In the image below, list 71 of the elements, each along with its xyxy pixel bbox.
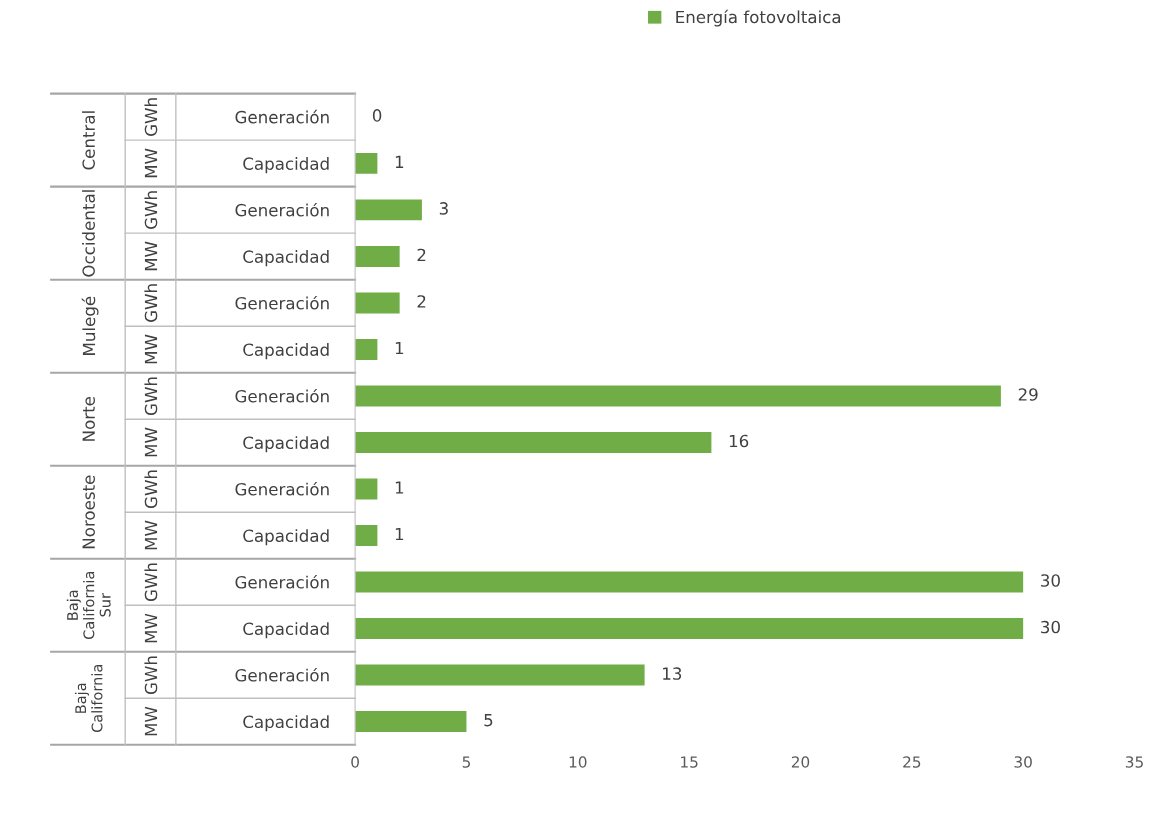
- data-label: 30: [1041, 574, 1060, 587]
- text: GWh: [144, 284, 158, 322]
- y-tick-label: Capacidad: [243, 622, 329, 639]
- y-tick-label: Generación: [235, 202, 329, 217]
- y-tick-label: Capacidad: [243, 250, 329, 267]
- text: MW: [144, 520, 158, 550]
- data-label: 13: [663, 667, 682, 680]
- text: Noroeste: [82, 475, 95, 549]
- text: MW: [144, 706, 158, 736]
- text: Occidental: [82, 190, 95, 277]
- x-tick-label: 30: [1014, 756, 1032, 768]
- x-tick-label: 15: [681, 756, 698, 768]
- y-tick-label: Capacidad: [243, 157, 329, 174]
- x-tick-label: 0: [351, 756, 359, 768]
- data-label: 5: [484, 714, 493, 727]
- data-label: 30: [1041, 620, 1060, 634]
- text: GWh: [144, 377, 158, 415]
- bar: [355, 525, 378, 546]
- bar: [355, 711, 467, 733]
- y-tick-label: Generación: [235, 295, 329, 310]
- x-tick-label: 10: [569, 756, 587, 768]
- data-label: 1: [395, 527, 404, 541]
- y-tick-label: Capacidad: [243, 529, 329, 546]
- x-tick-label: 25: [903, 756, 921, 768]
- y-tick-label: Capacidad: [243, 343, 329, 360]
- y-tick-label: Generación: [235, 575, 329, 589]
- y-tick-label: Generación: [235, 668, 329, 682]
- bar: [355, 571, 1024, 593]
- bar: [355, 385, 1001, 407]
- bar: [355, 199, 422, 221]
- y-tick-label: Capacidad: [243, 715, 329, 732]
- bar: [355, 664, 645, 686]
- bar: [355, 432, 712, 453]
- y-tick-label: Generación: [235, 109, 329, 124]
- data-label: 29: [1018, 388, 1038, 401]
- data-label: 2: [417, 248, 426, 262]
- bar: [355, 478, 378, 500]
- x-tick-label: 35: [1125, 756, 1143, 768]
- bar: [355, 292, 400, 314]
- text: GWh: [144, 470, 158, 509]
- y-tick-label: Capacidad: [243, 436, 329, 453]
- bar: [355, 618, 1024, 639]
- legend-label: Energía fotovoltaica: [676, 9, 841, 27]
- text: GWh: [144, 563, 158, 602]
- data-label: 1: [395, 155, 404, 168]
- text: MW: [144, 148, 158, 178]
- bar: [355, 338, 378, 360]
- text: GWh: [144, 656, 158, 695]
- text: GWh: [144, 191, 158, 229]
- data-label: 16: [729, 434, 749, 448]
- text: MW: [144, 613, 158, 643]
- text: MW: [144, 334, 158, 364]
- y-tick-label: Generación: [235, 481, 329, 496]
- text: Baja California: [74, 664, 103, 733]
- data-label: 2: [417, 295, 426, 308]
- data-label: 3: [439, 202, 448, 215]
- bar: [355, 245, 400, 267]
- data-label: 1: [395, 341, 404, 355]
- text: MW: [144, 427, 158, 457]
- x-tick-label: 20: [791, 756, 810, 768]
- text: Mulegé: [81, 296, 99, 355]
- data-label: 0: [372, 109, 382, 122]
- text: Baja California Sur: [66, 571, 111, 640]
- data-label: 1: [395, 481, 404, 494]
- text: Norte: [82, 396, 95, 441]
- text: GWh: [144, 98, 158, 136]
- y-tick-label: Generación: [235, 388, 329, 403]
- text: MW: [144, 241, 158, 271]
- bar: [355, 152, 378, 174]
- text: Central: [82, 111, 95, 170]
- x-tick-label: 5: [462, 756, 470, 768]
